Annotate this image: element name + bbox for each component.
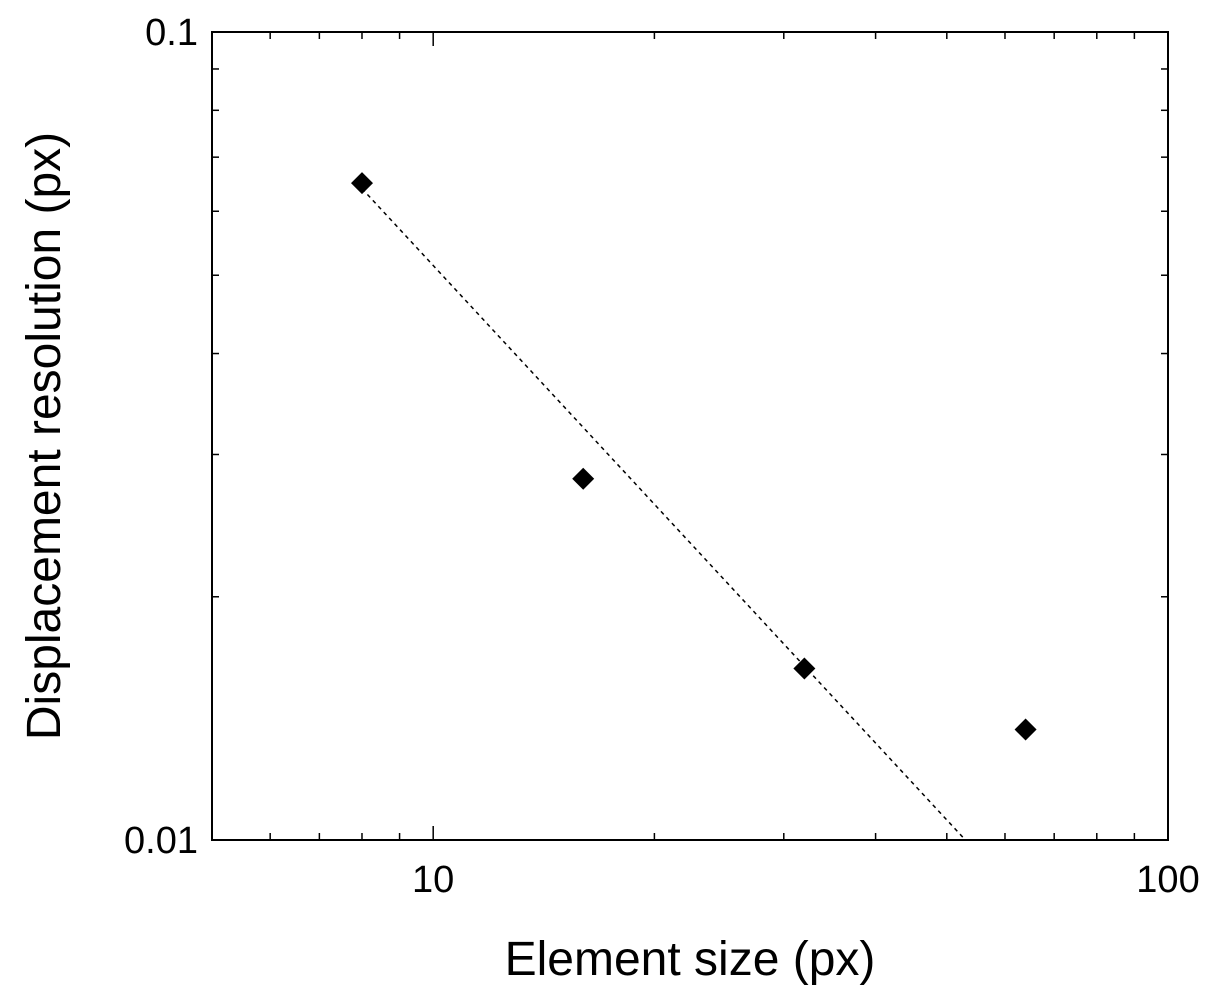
plot-frame (211, 31, 1169, 841)
data-point (572, 467, 595, 490)
data-point (1014, 718, 1037, 741)
data-points (350, 172, 1037, 741)
fit-line (361, 188, 966, 841)
x-tick-label-100: 100 (1136, 859, 1199, 901)
minor-ticks (212, 32, 1168, 840)
x-tick-label-10: 10 (412, 859, 454, 901)
data-point (793, 657, 816, 680)
y-tick-label-0-01: 0.01 (124, 820, 198, 862)
x-axis-title: Element size (px) (505, 933, 876, 986)
data-point (350, 172, 373, 195)
y-axis-title: Displacement resolution (px) (18, 132, 71, 740)
y-tick-label-0-1: 0.1 (145, 12, 198, 54)
